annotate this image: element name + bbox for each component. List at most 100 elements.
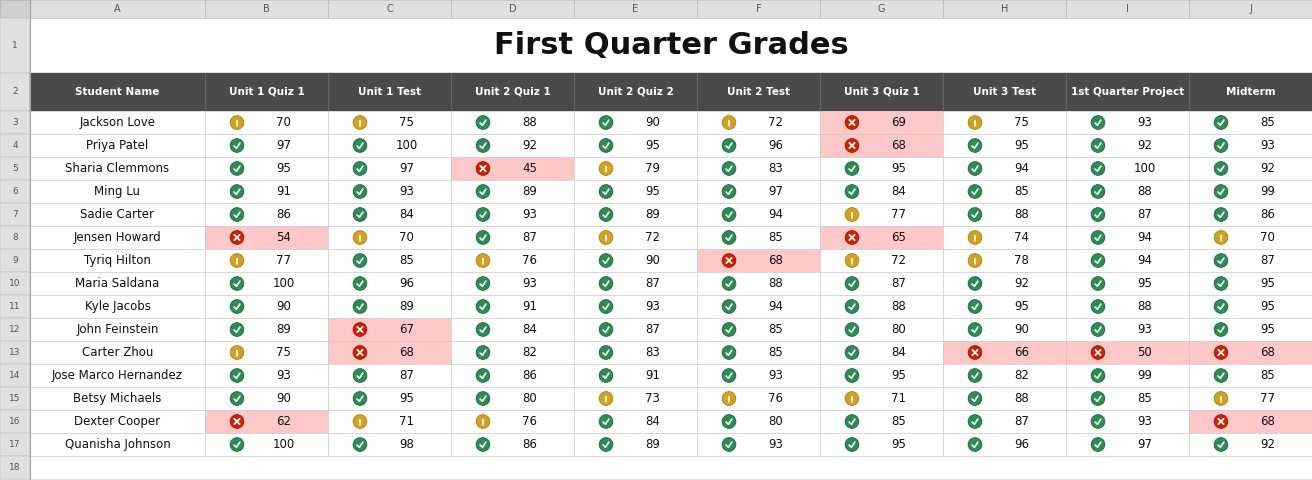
Circle shape <box>845 139 859 153</box>
Text: 89: 89 <box>522 185 537 198</box>
Bar <box>1065 341 1189 364</box>
Text: 85: 85 <box>1138 392 1152 405</box>
Bar <box>30 180 205 203</box>
Circle shape <box>1214 139 1228 153</box>
Bar <box>820 226 943 249</box>
Text: Jose Marco Hernandez: Jose Marco Hernandez <box>52 369 182 382</box>
Bar <box>30 272 205 295</box>
Circle shape <box>1092 162 1105 175</box>
Text: 84: 84 <box>891 346 907 359</box>
Bar <box>451 0 575 18</box>
Bar <box>820 364 943 387</box>
Bar <box>1189 249 1312 272</box>
Circle shape <box>353 346 367 360</box>
Bar <box>328 111 451 134</box>
Text: Priya Patel: Priya Patel <box>87 139 148 152</box>
Circle shape <box>845 276 859 290</box>
Circle shape <box>1214 253 1228 267</box>
Text: Sharia Clemmons: Sharia Clemmons <box>66 162 169 175</box>
Circle shape <box>845 438 859 451</box>
Text: Ming Lu: Ming Lu <box>94 185 140 198</box>
Bar <box>1189 295 1312 318</box>
Circle shape <box>359 240 361 241</box>
Bar <box>575 410 697 433</box>
Circle shape <box>353 230 367 244</box>
Text: 66: 66 <box>1014 346 1029 359</box>
Circle shape <box>1214 369 1228 383</box>
Circle shape <box>1214 230 1228 244</box>
Circle shape <box>722 438 736 451</box>
Bar <box>30 410 205 433</box>
Circle shape <box>845 300 859 313</box>
Bar <box>943 387 1065 410</box>
Bar <box>328 318 451 341</box>
Text: 84: 84 <box>646 415 660 428</box>
Text: 94: 94 <box>769 300 783 313</box>
Circle shape <box>1092 415 1105 429</box>
Bar <box>1065 295 1189 318</box>
Circle shape <box>851 401 853 403</box>
Text: 68: 68 <box>769 254 783 267</box>
Bar <box>1189 203 1312 226</box>
Bar <box>820 318 943 341</box>
Bar <box>820 249 943 272</box>
Circle shape <box>722 300 736 313</box>
Circle shape <box>968 300 981 313</box>
Text: Jackson Love: Jackson Love <box>80 116 156 129</box>
Circle shape <box>1214 116 1228 130</box>
Text: 96: 96 <box>1014 438 1029 451</box>
Bar <box>451 410 575 433</box>
Bar <box>820 341 943 364</box>
Text: 15: 15 <box>9 394 21 403</box>
Circle shape <box>1092 392 1105 406</box>
Bar <box>1065 387 1189 410</box>
Circle shape <box>600 438 613 451</box>
Circle shape <box>845 415 859 429</box>
Circle shape <box>845 230 859 244</box>
Text: 93: 93 <box>522 208 537 221</box>
Text: 76: 76 <box>522 415 537 428</box>
Circle shape <box>482 424 484 426</box>
Bar <box>1065 272 1189 295</box>
Bar <box>0 410 30 433</box>
Text: 74: 74 <box>1014 231 1029 244</box>
Circle shape <box>236 263 237 264</box>
Text: 89: 89 <box>277 323 291 336</box>
Circle shape <box>230 208 244 221</box>
Circle shape <box>600 162 613 175</box>
Bar <box>1189 364 1312 387</box>
Bar <box>1189 0 1312 18</box>
Bar <box>205 318 328 341</box>
Text: 18: 18 <box>9 463 21 472</box>
Circle shape <box>968 392 981 406</box>
Text: 1: 1 <box>12 41 18 50</box>
Text: 45: 45 <box>522 162 537 175</box>
Circle shape <box>600 415 613 429</box>
Text: 91: 91 <box>522 300 537 313</box>
Circle shape <box>974 240 976 241</box>
Circle shape <box>968 346 981 360</box>
Circle shape <box>476 162 489 175</box>
Bar <box>820 410 943 433</box>
Circle shape <box>476 300 489 313</box>
Bar <box>30 111 205 134</box>
Text: 87: 87 <box>646 323 660 336</box>
Bar <box>30 18 1312 73</box>
Circle shape <box>722 116 736 130</box>
Text: 95: 95 <box>1138 277 1152 290</box>
Text: Quanisha Johnson: Quanisha Johnson <box>64 438 171 451</box>
Circle shape <box>353 208 367 221</box>
Bar <box>1065 111 1189 134</box>
Bar <box>697 157 820 180</box>
Bar <box>205 134 328 157</box>
Text: 95: 95 <box>1014 139 1029 152</box>
Text: Maria Saldana: Maria Saldana <box>75 277 160 290</box>
Text: Unit 1 Test: Unit 1 Test <box>358 87 421 97</box>
Circle shape <box>476 139 489 153</box>
Bar <box>697 134 820 157</box>
Text: 87: 87 <box>399 369 415 382</box>
Text: C: C <box>386 4 392 14</box>
Text: 92: 92 <box>1261 438 1275 451</box>
Bar <box>328 295 451 318</box>
Bar <box>697 295 820 318</box>
